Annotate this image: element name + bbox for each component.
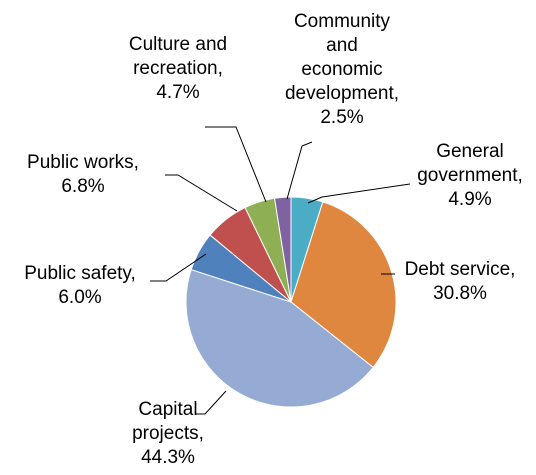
slice-label-line: Public safety,: [24, 263, 136, 284]
slice-label-line: Community: [294, 11, 391, 32]
slice-label-line: 44.3%: [141, 447, 195, 468]
leader-lines: [150, 126, 411, 415]
slice-label: Culture and recreation, 4.7%: [129, 34, 227, 103]
slice-label-line: Culture and: [129, 34, 227, 55]
pie-slice-community-and-economic-development: [273, 196, 292, 303]
slice-label-line: General: [436, 141, 504, 162]
slice-label-line: Debt service,: [405, 259, 516, 280]
pie-slice-capital-projects: [185, 268, 374, 408]
slice-label: Community and economic development, 2.5%: [285, 11, 399, 128]
leader-line: [165, 174, 238, 212]
slice-label-line: Capital: [138, 399, 197, 420]
leader-line: [307, 183, 411, 204]
slice-label-line: recreation,: [133, 58, 223, 79]
leader-line: [286, 141, 313, 200]
slice-label-line: development,: [285, 83, 399, 104]
slice-label-line: economic: [301, 59, 382, 80]
slice-label-line: 4.9%: [448, 189, 491, 210]
slice-label-line: government,: [417, 165, 523, 186]
leader-line: [195, 390, 227, 415]
slice-label: Public safety, 6.0%: [24, 263, 136, 308]
pie-slice-debt-service: [290, 201, 397, 369]
slice-label-line: and: [326, 35, 358, 56]
slice-label-line: 30.8%: [433, 283, 487, 304]
slice-label-line: Public works,: [27, 152, 139, 173]
slice-labels: General government, 4.9% Debt service, 30.8%…: [24, 11, 523, 468]
slice-label: Capital projects, 44.3%: [132, 399, 204, 468]
slice-label-line: 6.8%: [61, 176, 104, 197]
slice-label: Public works, 6.8%: [27, 152, 139, 197]
slice-label: Debt service, 30.8%: [405, 259, 516, 304]
slice-label-line: 4.7%: [156, 82, 199, 103]
leader-line: [150, 253, 207, 282]
slice-label-line: 2.5%: [320, 107, 363, 128]
slice-label-line: projects,: [132, 423, 204, 444]
slice-label-line: 6.0%: [58, 287, 101, 308]
leader-line: [205, 126, 267, 203]
slice-label: General government, 4.9%: [417, 141, 523, 210]
pie-slices: [185, 196, 397, 408]
